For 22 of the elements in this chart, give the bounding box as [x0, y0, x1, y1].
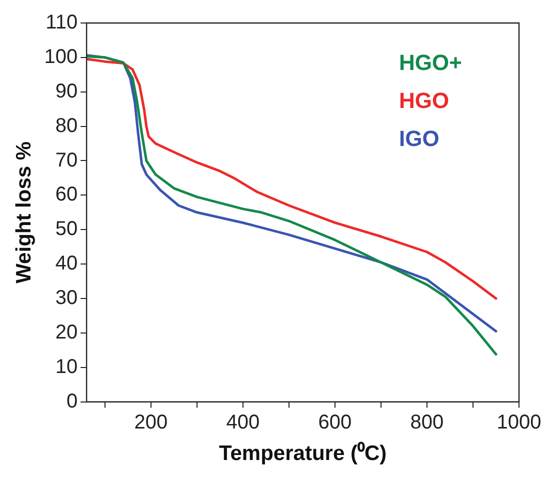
text: IGO: [399, 126, 440, 152]
y-tick-label: 90: [55, 80, 78, 102]
y-tick-label: 110: [46, 12, 78, 34]
x-tick-label: 800: [410, 411, 444, 434]
y-axis-title: Weight loss %: [12, 141, 36, 284]
x-tick-label: 600: [318, 411, 352, 434]
y-tick-label: 20: [55, 321, 78, 344]
x-axis-title: Temperature (⁰C): [218, 441, 387, 466]
y-tick-label: 30: [55, 287, 78, 310]
y-tick-label: 40: [55, 252, 78, 275]
y-tick-label: 60: [55, 184, 78, 206]
y-tick-label: 100: [44, 46, 78, 68]
x-tick-label: 1000: [496, 411, 542, 434]
y-tick-label: 70: [55, 149, 78, 172]
x-tick-label: 200: [134, 411, 168, 434]
y-tick-label: 50: [55, 218, 78, 240]
y-tick-label: 80: [55, 114, 78, 137]
y-tick-label: 10: [55, 356, 78, 378]
x-tick-label: 400: [226, 411, 260, 434]
text: HGO+: [399, 50, 462, 76]
y-tick-label: 0: [66, 390, 78, 412]
text: HGO: [399, 88, 450, 114]
